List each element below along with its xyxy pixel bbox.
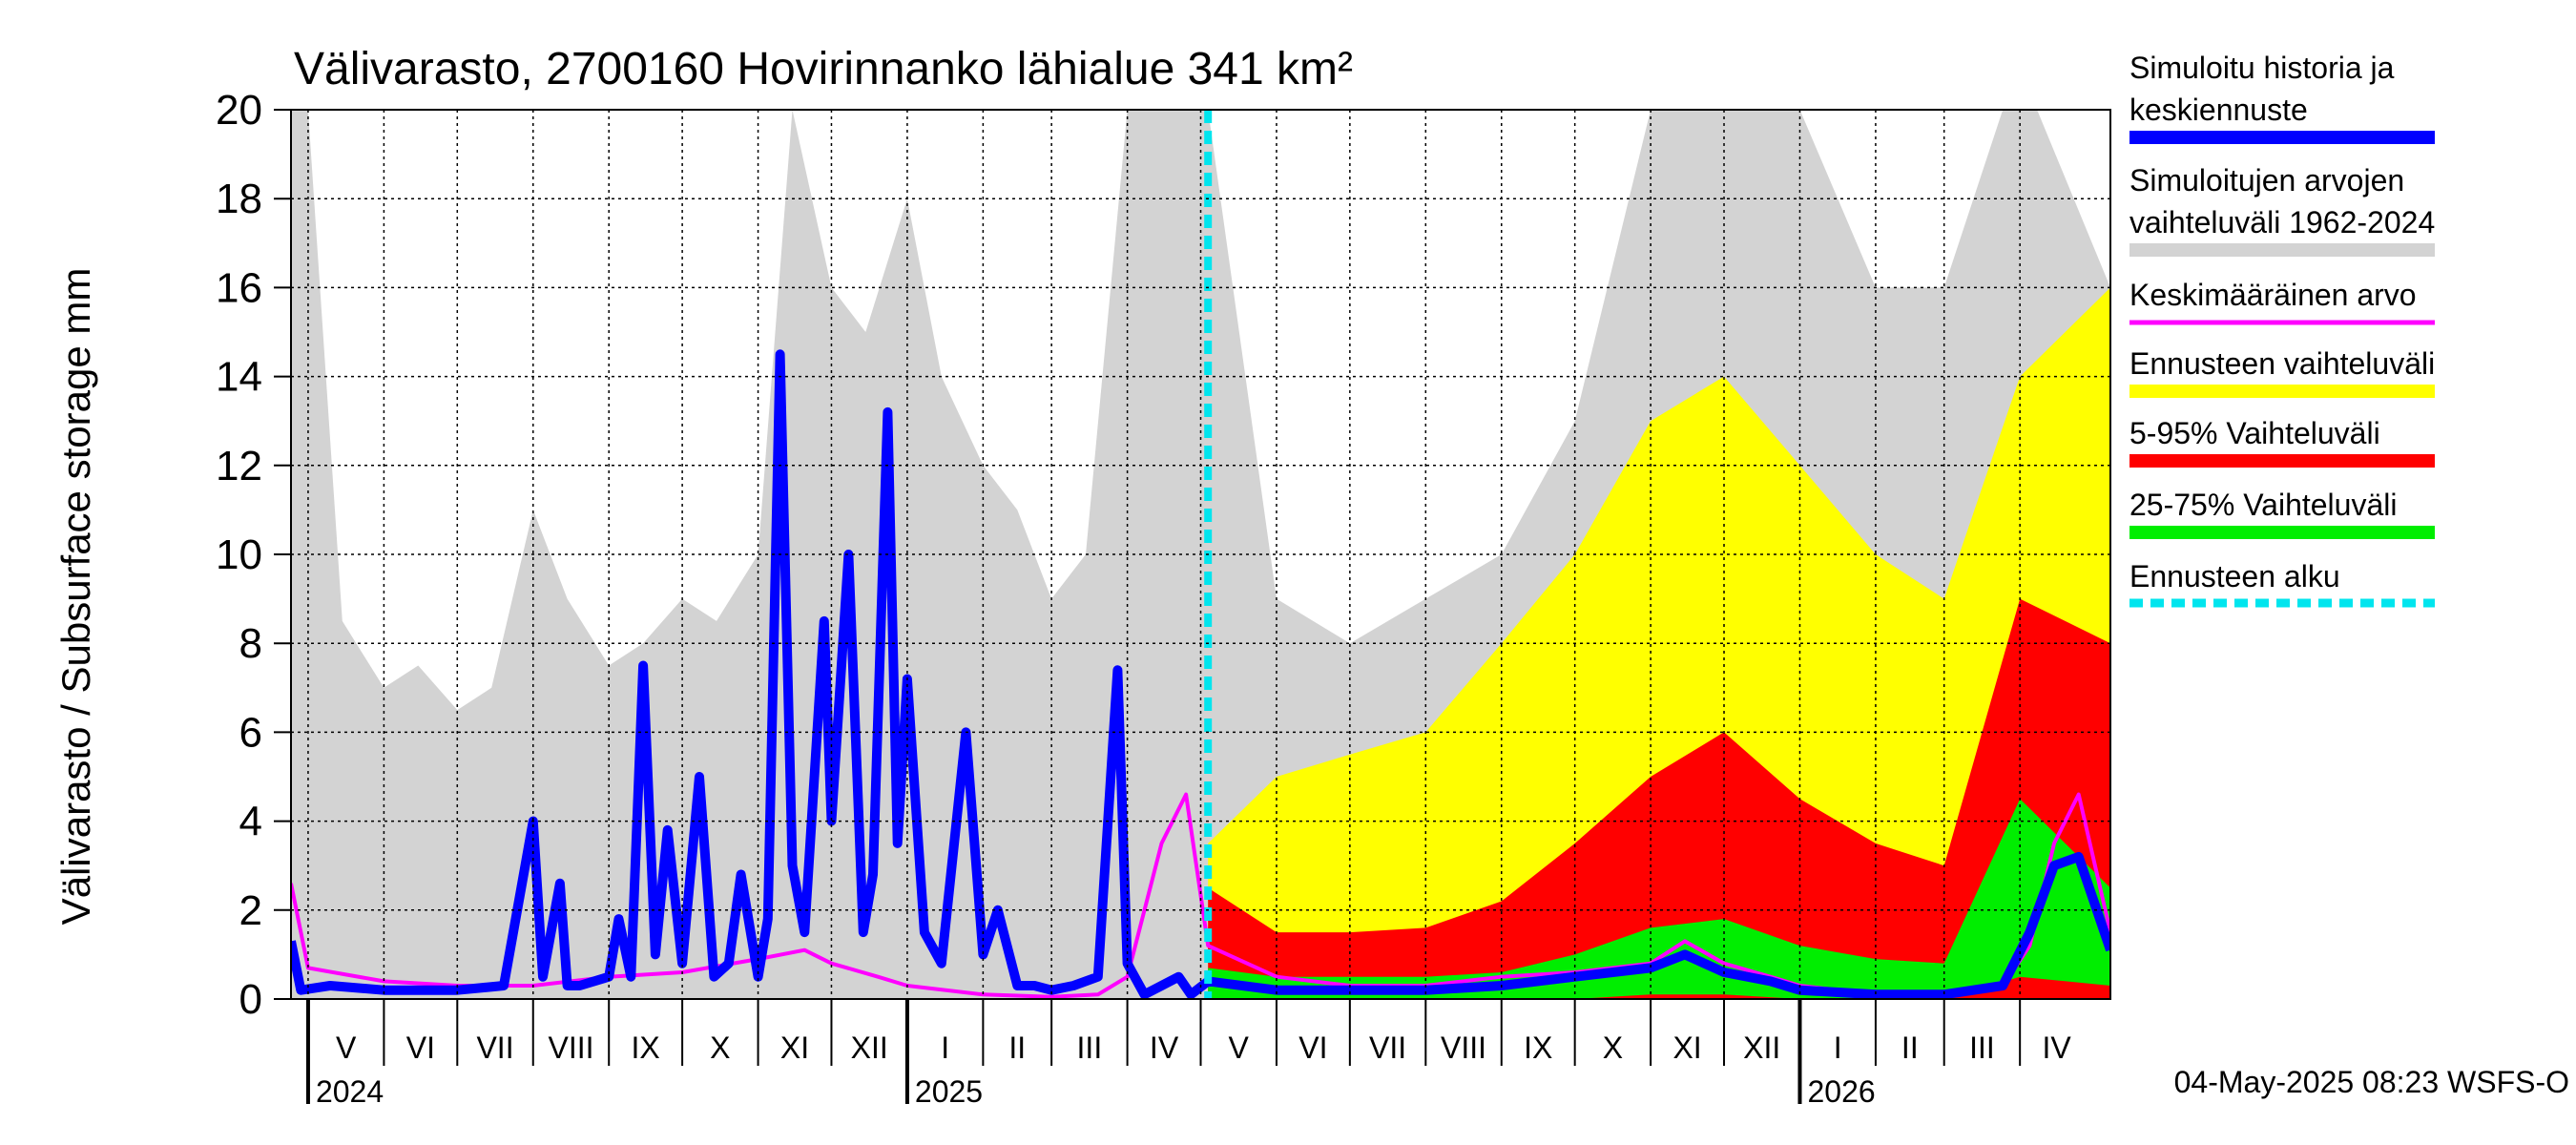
month-label: IX <box>1524 1030 1552 1065</box>
month-label: I <box>941 1030 949 1065</box>
y-tick-label: 2 <box>239 887 262 934</box>
y-tick-label: 10 <box>216 531 262 578</box>
month-label: II <box>1901 1030 1919 1065</box>
y-tick-label: 6 <box>239 709 262 756</box>
legend-label: Ennusteen vaihteluväli <box>2129 346 2435 381</box>
year-label: 2025 <box>915 1074 983 1109</box>
month-label: X <box>1603 1030 1623 1065</box>
y-tick-label: 12 <box>216 443 262 489</box>
month-label: XI <box>780 1030 809 1065</box>
legend-label: Simuloitujen arvojen <box>2129 163 2404 198</box>
month-label: III <box>1969 1030 1995 1065</box>
month-label: XII <box>1743 1030 1780 1065</box>
series-band-3 <box>1208 598 2110 999</box>
legend: Simuloitu historia ja keskiennuste Simuloi… <box>2129 51 2435 608</box>
month-label: IV <box>2042 1030 2071 1065</box>
month-label: IV <box>1150 1030 1179 1065</box>
month-label: X <box>710 1030 730 1065</box>
y-axis: 0 2 4 6 8 10 12 14 16 18 20 <box>216 87 291 1023</box>
month-label: VI <box>1298 1030 1327 1065</box>
legend-label: 5-95% Vaihteluväli <box>2129 416 2380 450</box>
month-label: VII <box>1369 1030 1406 1065</box>
y-tick-label: 8 <box>239 620 262 667</box>
x-axis: V VI VII VIII IX X XI XII I II III IV V VI VII VIII IX X X… <box>305 999 2071 1109</box>
month-label: VII <box>476 1030 513 1065</box>
y-tick-label: 18 <box>216 176 262 222</box>
month-label: II <box>1008 1030 1026 1065</box>
month-label: I <box>1834 1030 1842 1065</box>
chart-title: Välivarasto, 2700160 Hovirinnanko lähial… <box>294 44 1353 94</box>
month-label: IX <box>632 1030 660 1065</box>
y-tick-label: 14 <box>216 354 262 401</box>
grid <box>290 109 2111 1000</box>
month-label: VIII <box>548 1030 593 1065</box>
legend-label: Simuloitu historia ja <box>2129 51 2395 85</box>
y-tick-label: 16 <box>216 264 262 311</box>
year-label: 2026 <box>1807 1074 1875 1109</box>
year-label: 2024 <box>316 1074 384 1109</box>
month-label: XII <box>851 1030 888 1065</box>
month-label: V <box>336 1030 357 1065</box>
legend-label: 25-75% Vaihteluväli <box>2129 488 2397 522</box>
y-axis-label: Välivarasto / Subsurface storage mm <box>53 268 98 926</box>
footer-timestamp: 04-May-2025 08:23 WSFS-O <box>2174 1065 2569 1099</box>
legend-label-line2: vaihteluväli 1962-2024 <box>2129 205 2435 239</box>
legend-label: Keskimääräinen arvo <box>2129 278 2417 312</box>
y-tick-label: 4 <box>239 799 262 845</box>
month-label: III <box>1077 1030 1103 1065</box>
y-tick-label: 0 <box>239 976 262 1023</box>
legend-label-line2: keskiennuste <box>2129 93 2308 127</box>
legend-label: Ennusteen alku <box>2129 559 2340 593</box>
month-label: V <box>1229 1030 1250 1065</box>
month-label: XI <box>1672 1030 1701 1065</box>
month-label: VI <box>406 1030 435 1065</box>
month-label: VIII <box>1441 1030 1486 1065</box>
y-tick-label: 20 <box>216 87 262 134</box>
